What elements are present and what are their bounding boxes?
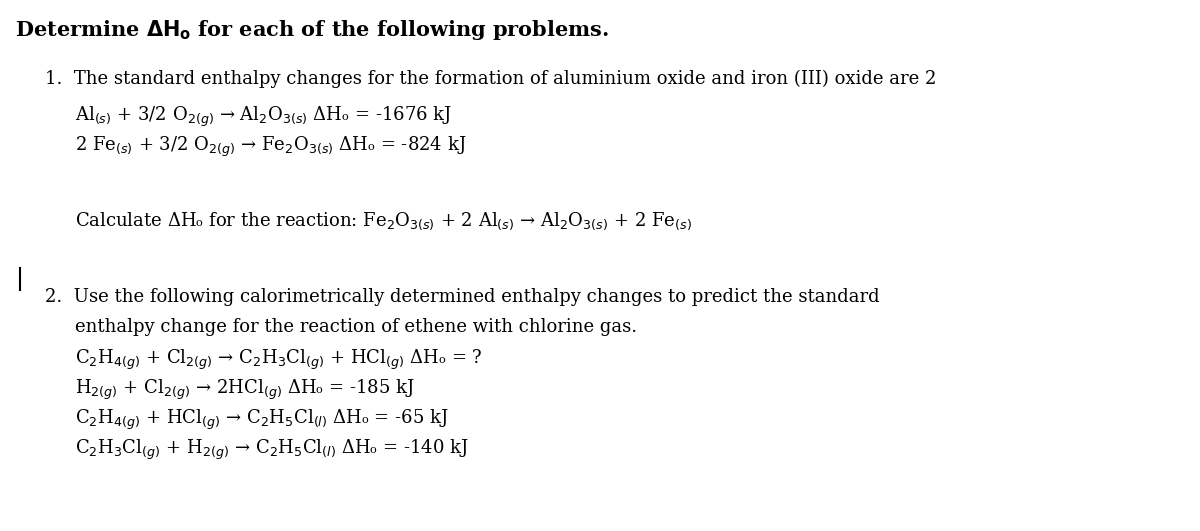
Text: C$_2$H$_3$Cl$_{(g)}$ + H$_{2(g)}$ → C$_2$H$_5$Cl$_{(l)}$ ΔHₒ = -140 kJ: C$_2$H$_3$Cl$_{(g)}$ + H$_{2(g)}$ → C$_2…	[74, 438, 469, 462]
Text: C$_2$H$_{4(g)}$ + HCl$_{(g)}$ → C$_2$H$_5$Cl$_{(l)}$ ΔHₒ = -65 kJ: C$_2$H$_{4(g)}$ + HCl$_{(g)}$ → C$_2$H$_…	[74, 408, 449, 432]
Text: 2 Fe$_{(s)}$ + 3/2 O$_{2(g)}$ → Fe$_2$O$_{3(s)}$ ΔHₒ = -824 kJ: 2 Fe$_{(s)}$ + 3/2 O$_{2(g)}$ → Fe$_2$O$…	[74, 135, 467, 159]
Text: H$_{2(g)}$ + Cl$_{2(g)}$ → 2HCl$_{(g)}$ ΔHₒ = -185 kJ: H$_{2(g)}$ + Cl$_{2(g)}$ → 2HCl$_{(g)}$ …	[74, 378, 415, 402]
Text: C$_2$H$_{4(g)}$ + Cl$_{2(g)}$ → C$_2$H$_3$Cl$_{(g)}$ + HCl$_{(g)}$ ΔHₒ = ?: C$_2$H$_{4(g)}$ + Cl$_{2(g)}$ → C$_2$H$_…	[74, 348, 482, 372]
Text: Al$_{(s)}$ + 3/2 O$_{2(g)}$ → Al$_2$O$_{3(s)}$ ΔHₒ = -1676 kJ: Al$_{(s)}$ + 3/2 O$_{2(g)}$ → Al$_2$O$_{…	[74, 105, 452, 129]
Text: Determine $\mathbf{\Delta H_o}$ for each of the following problems.: Determine $\mathbf{\Delta H_o}$ for each…	[14, 18, 608, 42]
Text: 2.  Use the following calorimetrically determined enthalpy changes to predict th: 2. Use the following calorimetrically de…	[46, 288, 880, 306]
Text: Calculate ΔHₒ for the reaction: Fe$_2$O$_{3(s)}$ + 2 Al$_{(s)}$ → Al$_2$O$_{3(s): Calculate ΔHₒ for the reaction: Fe$_2$O$…	[74, 210, 692, 232]
Text: enthalpy change for the reaction of ethene with chlorine gas.: enthalpy change for the reaction of ethe…	[74, 318, 637, 336]
Text: 1.  The standard enthalpy changes for the formation of aluminium oxide and iron : 1. The standard enthalpy changes for the…	[46, 70, 936, 88]
